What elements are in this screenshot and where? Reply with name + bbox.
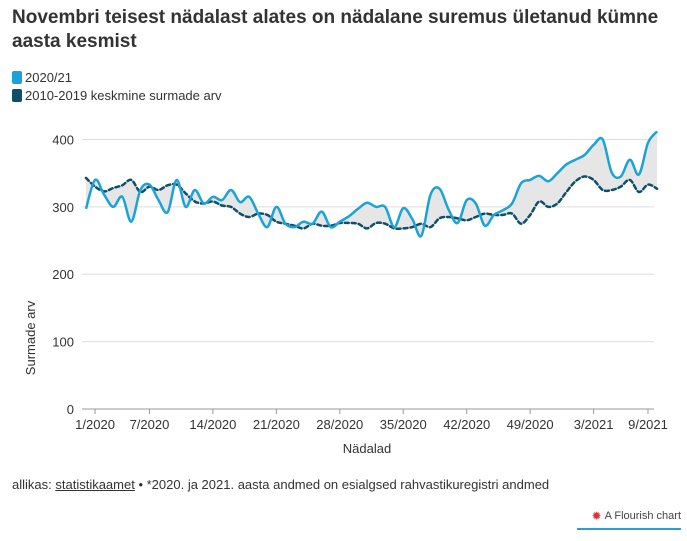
- y-axis-label: Surmade arv: [23, 300, 38, 375]
- y-tick-label-300: 300: [52, 200, 74, 215]
- x-tick-label: 9/2021: [628, 417, 668, 432]
- source-prefix: allikas:: [12, 477, 56, 492]
- difference-area: [86, 131, 658, 237]
- flourish-label: A Flourish chart: [604, 510, 681, 522]
- y-tick-label-100: 100: [52, 335, 74, 350]
- series-line-2020-21[interactable]: [84, 130, 659, 238]
- legend-label-2020-21: 2020/21: [25, 69, 72, 85]
- source-link[interactable]: statistikaamet: [55, 477, 135, 492]
- x-tick-label: 14/2020: [189, 417, 236, 432]
- x-tick-label: 3/2021: [574, 417, 614, 432]
- x-tick-label: 21/2020: [253, 417, 300, 432]
- x-tick-label: 28/2020: [316, 417, 363, 432]
- legend-label-average: 2010-2019 keskmine surmade arv: [25, 87, 222, 103]
- x-axis-ticks: 1/2020 7/2020 14/2020 21/2020 28/2020 35/2020…: [75, 409, 668, 432]
- x-tick-label: 7/2020: [130, 417, 170, 432]
- x-tick-label: 49/2020: [507, 417, 554, 432]
- series-layer: [84, 130, 659, 238]
- chart-title: Novembri teisest nädalast alates on näda…: [12, 7, 659, 52]
- legend-swatch-2020-21: [12, 70, 22, 84]
- y-tick-label-400: 400: [52, 132, 74, 147]
- flourish-underline: [577, 528, 681, 530]
- source-note: allikas: statistikaamet • *2020. ja 2021…: [12, 477, 549, 492]
- source-note-text: • *2020. ja 2021. aasta andmed on esialg…: [134, 477, 550, 492]
- legend: 2020/21 2010-2019 keskmine surmade arv: [12, 68, 222, 104]
- line-chart: 0 100 200 300 400 1/2020 7/2020 14/2020 21/2020…: [23, 130, 668, 456]
- y-tick-label-200: 200: [52, 267, 74, 282]
- x-tick-label: 42/2020: [443, 417, 490, 432]
- y-tick-label-0: 0: [67, 402, 74, 417]
- legend-item-average[interactable]: 2010-2019 keskmine surmade arv: [12, 86, 222, 104]
- y-axis-ticks: 0 100 200 300 400: [52, 132, 74, 417]
- x-axis-label: Nädalad: [343, 441, 391, 456]
- x-tick-label: 35/2020: [380, 417, 427, 432]
- gridlines: [82, 138, 654, 410]
- flourish-badge[interactable]: ✹ A Flourish chart: [592, 509, 681, 523]
- legend-swatch-average: [12, 88, 22, 102]
- x-tick-label: 1/2020: [75, 417, 115, 432]
- flourish-burst-icon: ✹: [591, 509, 602, 523]
- legend-item-2020-21[interactable]: 2020/21: [12, 68, 222, 86]
